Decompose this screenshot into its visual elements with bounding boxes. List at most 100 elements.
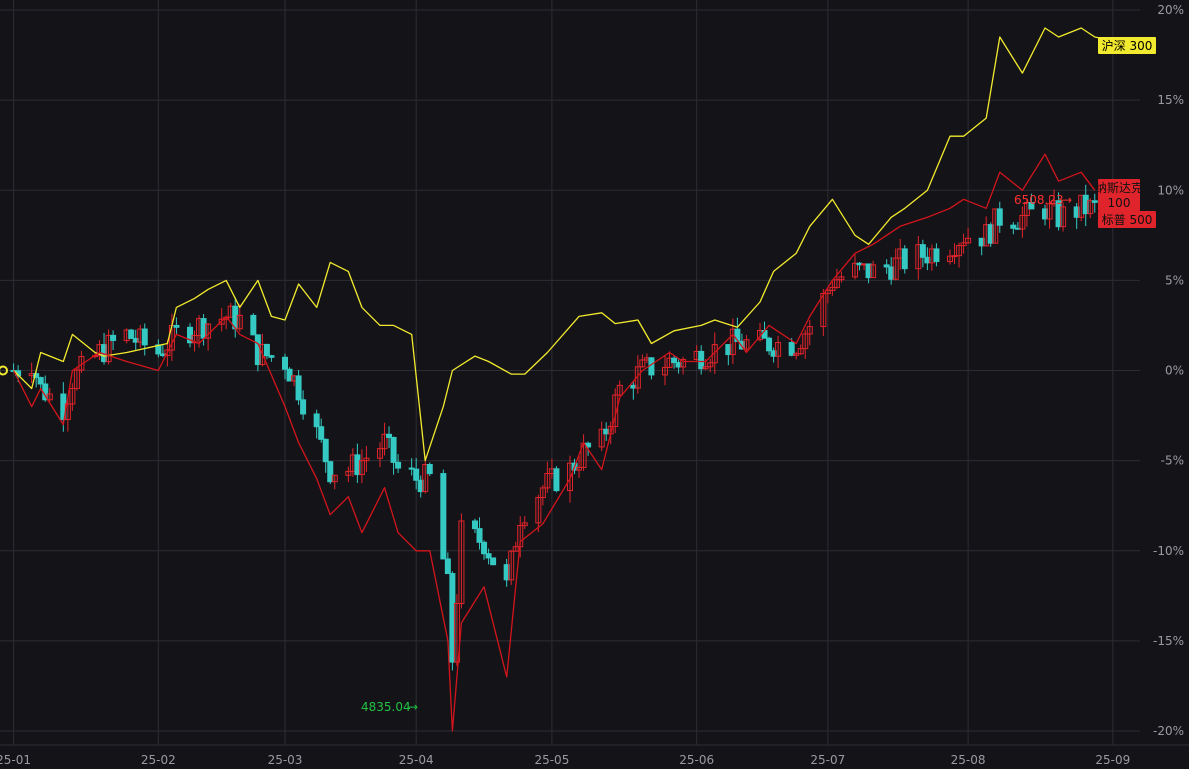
y-tick-label: 20% (1157, 3, 1184, 17)
x-axis-ticks: 25-01 25-02 25-03 25-04 25-05 25-06 25-07 25-08… (0, 753, 1130, 767)
sp500-candle-body (33, 373, 40, 379)
sp500-candle-body (965, 237, 972, 244)
sp500-candle-body (553, 468, 560, 492)
sp500-candle-body (775, 342, 782, 357)
sp500-candle-body (327, 461, 334, 483)
sp500-candle-body (408, 467, 415, 470)
sp500-candle-body (702, 366, 709, 370)
sp500-candle-body (634, 366, 641, 389)
sp500-candle-body (413, 468, 420, 481)
y-tick-label: -15% (1153, 634, 1184, 648)
y-tick-label: 5% (1165, 273, 1184, 287)
sp500-candle-body (612, 394, 619, 427)
sp500-candle-body (322, 438, 329, 463)
sp500-tag: 标普 500 (1102, 213, 1153, 227)
x-tick-label: 25-09 (1095, 753, 1130, 767)
sp500-candle-body (345, 470, 352, 476)
sp500-candle-body (318, 426, 325, 440)
sp500-candle-body (833, 279, 840, 288)
sp500-candle-body (947, 255, 953, 263)
y-tick-label: -20% (1153, 724, 1184, 738)
sp500-candle-body (295, 375, 302, 401)
low-arrow-icon: → (408, 700, 418, 714)
sp500-candle-body (331, 474, 338, 483)
sp500-candle-body (567, 462, 573, 492)
sp500-candle-body (191, 334, 198, 344)
nasdaq-tag-bg (1098, 179, 1140, 211)
sp500-candle-body (250, 314, 257, 336)
sp500-candle-body (576, 466, 583, 471)
sp500-candle-body (110, 334, 117, 341)
sp500-candle-body (521, 522, 528, 526)
sp500-candle-body (173, 324, 180, 328)
grid-lines (0, 0, 1189, 746)
sp500-candle-body (426, 464, 433, 475)
sp500-candle-body (933, 248, 940, 263)
sp500-candle-body (892, 257, 899, 280)
sp500-candle-body (766, 337, 773, 352)
sp500-tag-bg (1098, 211, 1156, 228)
sp500-candle-body (960, 242, 967, 247)
sp500-candle-body (286, 368, 293, 382)
sp500-candle-body (1010, 224, 1017, 229)
sp500-candle-body (996, 208, 1003, 226)
sp500-candle-body (268, 355, 275, 358)
sp500-candle-body (802, 333, 809, 350)
sp500-candle-body (263, 343, 270, 357)
sp500-candle-body (870, 264, 877, 279)
sp500-candle-body (793, 353, 800, 356)
sp500-candle-body (535, 497, 542, 524)
sp500-candle-body (313, 413, 320, 428)
sp500-candle-body (481, 541, 488, 555)
sp500-candle-body (422, 464, 429, 493)
sp500-candle-body (743, 339, 750, 350)
sp500-candle-body (919, 244, 926, 258)
sp500-candle-body (476, 528, 483, 543)
sp500-candle-body (639, 359, 646, 368)
hs300-tag: 沪深 300 (1102, 39, 1153, 53)
sp500-candle-body (1046, 203, 1053, 220)
sp500-candle-body (662, 366, 668, 376)
sp500-candle-body (901, 248, 908, 270)
sp500-candle-body (707, 362, 714, 368)
sp500-candle-body (69, 387, 76, 405)
hs300-tag-bg (1098, 37, 1156, 54)
sp500-candle-body (358, 460, 365, 476)
sp500-candle-body (390, 436, 397, 463)
sp500-candle-body (141, 328, 148, 346)
sp500-candle-body (1019, 214, 1026, 230)
nasdaq-tag-line2: 100 (1108, 196, 1131, 210)
sp500-candle-body (806, 326, 813, 335)
sp500-candle-body (1091, 200, 1098, 203)
sp500-candle-body (128, 329, 135, 339)
sp500-candle-body (1028, 202, 1035, 210)
series-tags: 沪深 300 纳斯达克 100 标普 500 (1095, 37, 1156, 228)
sp500-candle-body (395, 461, 402, 469)
sp500-candle-body (788, 342, 795, 356)
sp500-candle-body (363, 457, 370, 462)
y-tick-label: -10% (1153, 544, 1184, 558)
sp500-candle-body (951, 255, 958, 258)
sp500-candle-body (282, 356, 288, 370)
sp500-candle-body (37, 377, 44, 385)
sp500-candle-body (956, 245, 963, 257)
sp500-candle-body (992, 208, 999, 244)
sp500-candle-body (490, 557, 497, 566)
y-tick-label: 0% (1165, 364, 1184, 378)
sp500-candle-body (797, 348, 804, 355)
sp500-candle-body (386, 433, 393, 438)
x-tick-label: 25-06 (679, 753, 714, 767)
x-tick-label: 25-03 (268, 753, 303, 767)
sp500-candle-body (671, 357, 678, 364)
nasdaq-tag-line1: 纳斯达克 (1095, 181, 1143, 195)
sp500-candle-body (512, 546, 519, 552)
x-tick-label: 25-05 (534, 753, 569, 767)
hs300-line (13, 27, 1114, 462)
origin-marker-icon (0, 365, 8, 376)
y-tick-label: -5% (1161, 454, 1184, 468)
x-tick-label: 25-01 (0, 753, 31, 767)
price-annotations: 4835.04 → 6508.23 → (361, 193, 1072, 714)
sp500-candle-body (1060, 206, 1067, 228)
sp500-candle-body (539, 487, 546, 499)
